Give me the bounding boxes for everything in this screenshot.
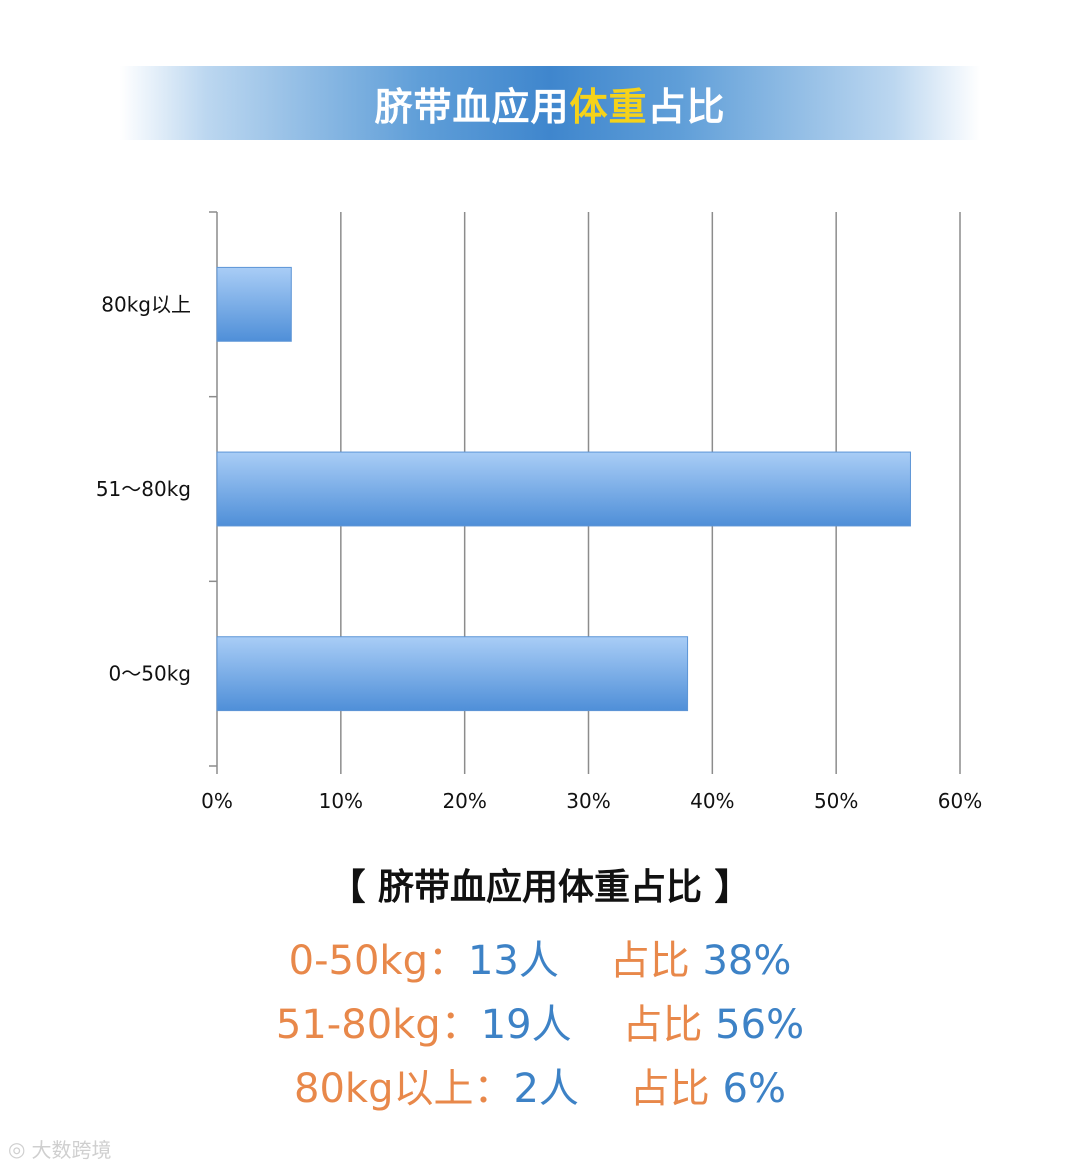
- summary-title: 【 脐带血应用体重占比 】: [329, 867, 751, 908]
- summary-range: 80kg以上：: [294, 1066, 514, 1112]
- banner-title-part2: 占比: [647, 84, 726, 129]
- summary-row-3: 80kg以上：2人 占比 6%: [0, 1056, 1080, 1114]
- summary-row-2: 51-80kg：19人 占比 56%: [0, 992, 1080, 1050]
- summary-label: 占比: [609, 938, 690, 984]
- x-tick-label: 0%: [201, 789, 233, 813]
- summary-label: 占比: [629, 1066, 710, 1112]
- summary-count: 13人: [467, 938, 559, 984]
- bar: [216, 636, 689, 712]
- title-banner: 脐带血应用体重占比: [120, 66, 980, 140]
- watermark-logo-icon: ◎: [8, 1136, 26, 1161]
- summary-label: 占比: [622, 1002, 703, 1048]
- summary-pct: 56%: [702, 1002, 805, 1048]
- banner-title: 脐带血应用体重占比: [374, 76, 725, 131]
- bar-chart: 0% 10% 20% 30% 40% 50% 60% 0～50kg 51～80kg 80kg以上: [96, 211, 982, 813]
- y-category-label: 80kg以上: [101, 292, 191, 316]
- summary-pct: 6%: [709, 1066, 786, 1112]
- summary-row-1: 0-50kg：13人 占比 38%: [0, 928, 1080, 986]
- summary-pct: 38%: [689, 938, 792, 984]
- x-tick-label: 50%: [814, 789, 858, 813]
- x-tick-label: 10%: [319, 789, 363, 813]
- x-tick-label: 40%: [690, 789, 734, 813]
- watermark: ◎ 大数跨境: [8, 1134, 111, 1163]
- x-tick-label: 20%: [442, 789, 486, 813]
- summary-count: 19人: [480, 1002, 572, 1048]
- summary-count: 2人: [513, 1066, 579, 1112]
- bar: [216, 451, 911, 527]
- x-tick-label: 30%: [566, 789, 610, 813]
- bar: [216, 266, 292, 342]
- summary-range: 0-50kg：: [288, 938, 468, 984]
- y-category-label: 51～80kg: [96, 477, 191, 501]
- x-tick-label: 60%: [938, 789, 982, 813]
- watermark-text: 大数跨境: [31, 1138, 112, 1162]
- banner-title-part1: 脐带血应用: [374, 84, 570, 129]
- summary-range: 51-80kg：: [275, 1002, 481, 1048]
- y-category-label: 0～50kg: [109, 662, 191, 686]
- banner-title-highlight: 体重: [569, 84, 648, 129]
